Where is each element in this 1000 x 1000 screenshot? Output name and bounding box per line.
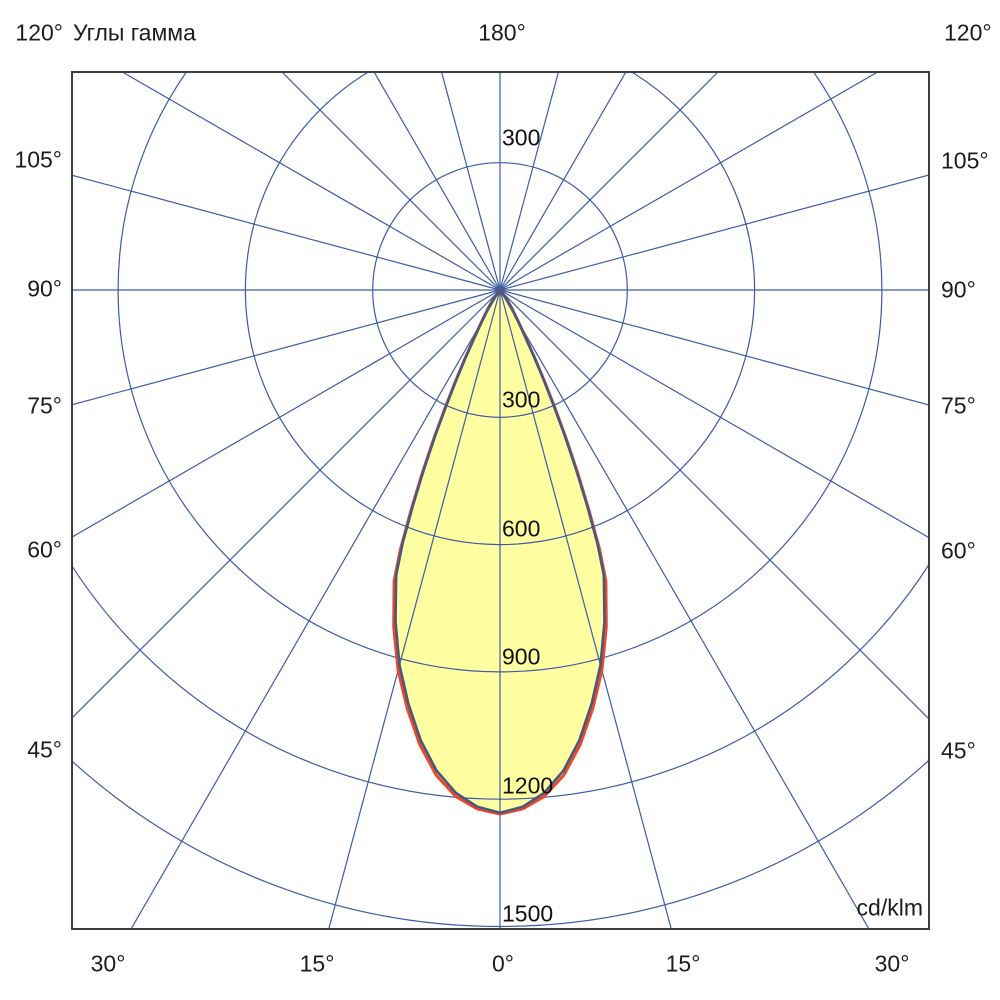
radial-line-105 <box>499 174 929 291</box>
axis-label-bottom-30-left: 30° <box>90 950 126 977</box>
ring-label-300: 300 <box>502 386 541 413</box>
radial-line-210 <box>373 72 501 291</box>
radial-line-75 <box>499 289 929 406</box>
axis-label-right-60: 60° <box>941 537 976 564</box>
ring-label-1500: 1500 <box>502 900 554 927</box>
axis-label-right-75: 75° <box>941 392 976 419</box>
unit-label: cd/klm <box>856 894 923 921</box>
radial-line-285 <box>72 289 501 406</box>
axis-label-left-105: 105° <box>14 146 62 173</box>
axis-label-left-60: 60° <box>27 536 62 563</box>
ring-label-600: 600 <box>502 515 541 542</box>
radial-line-150 <box>499 72 627 291</box>
axis-label-right-45: 45° <box>941 737 976 764</box>
axis-label-right-90: 90° <box>941 276 976 303</box>
radial-line-60 <box>499 289 929 539</box>
axis-label-top-left-120: 120° <box>15 19 63 46</box>
radial-line-225 <box>281 72 501 291</box>
radial-line-45 <box>499 289 929 720</box>
ring-label-300-top: 300 <box>502 124 541 151</box>
axis-label-left-90: 90° <box>27 275 62 302</box>
axis-label-left-75: 75° <box>27 392 62 419</box>
ring-label-900: 900 <box>502 643 541 670</box>
radial-line-165 <box>499 72 560 291</box>
axis-label-top-180: 180° <box>478 19 526 46</box>
axis-label-left-45: 45° <box>27 736 62 763</box>
radial-line-315 <box>72 289 501 719</box>
axis-label-top-right-120: 120° <box>944 19 992 46</box>
radial-line-15 <box>499 289 672 929</box>
axis-label-bottom-15-left: 15° <box>299 950 335 977</box>
radial-line-300 <box>72 289 501 538</box>
axis-label-bottom-0: 0° <box>492 950 514 977</box>
plot-border <box>71 71 930 930</box>
radial-line-120 <box>499 72 879 291</box>
radial-line-135 <box>499 72 719 291</box>
ring-label-1200: 1200 <box>502 772 554 799</box>
chart-title: Углы гамма <box>73 19 196 46</box>
radial-line-255 <box>72 174 501 291</box>
axis-label-bottom-30-right: 30° <box>874 950 910 977</box>
radial-line-30 <box>499 289 870 929</box>
curve-c90-c270 <box>394 288 606 815</box>
axis-label-right-105: 105° <box>941 147 989 174</box>
axis-label-bottom-15-right: 15° <box>665 950 701 977</box>
radial-line-345 <box>328 289 501 929</box>
radial-line-195 <box>440 72 501 291</box>
radial-line-330 <box>130 289 501 929</box>
radial-line-240 <box>121 72 501 291</box>
